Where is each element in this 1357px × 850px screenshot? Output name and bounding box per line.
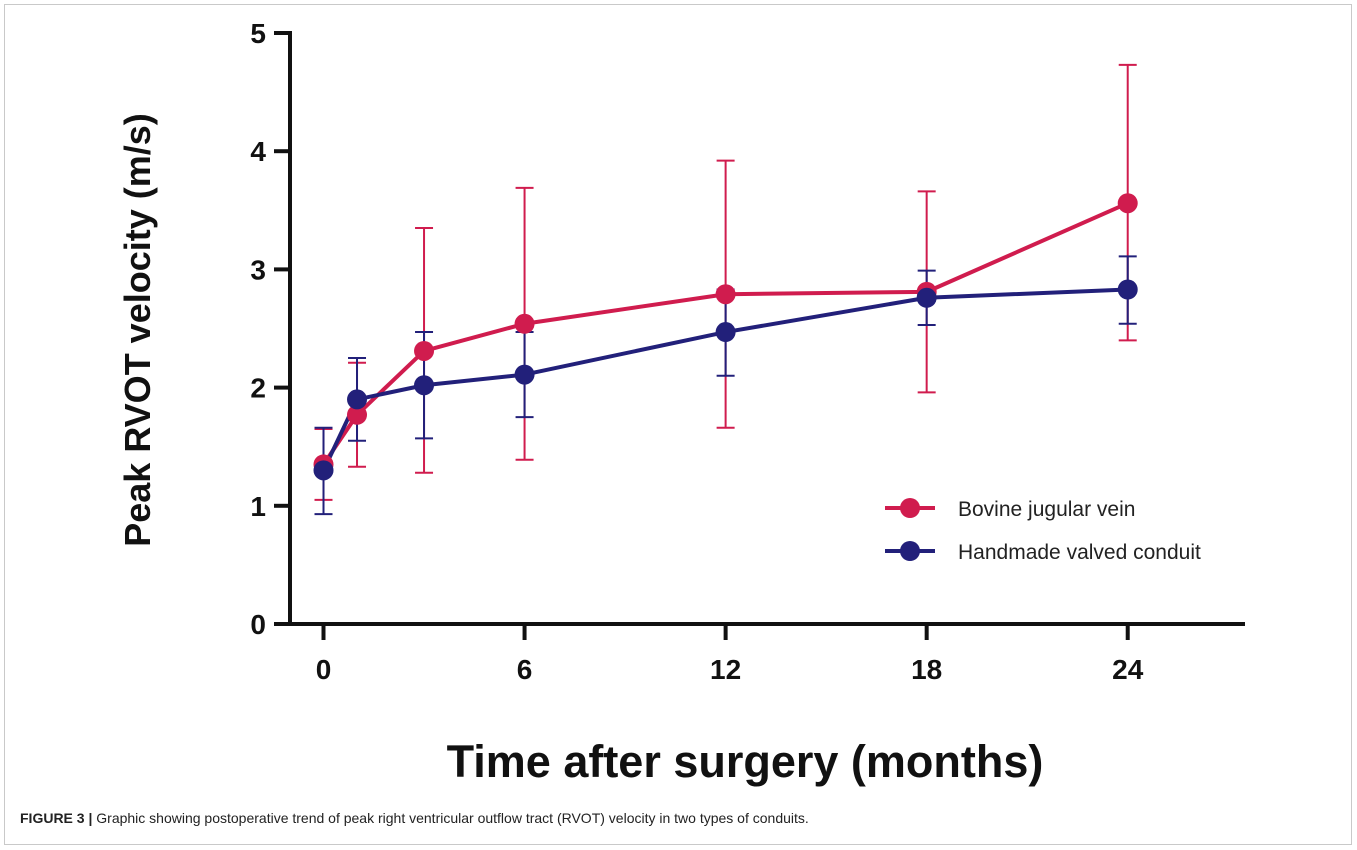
legend-entry: Handmade valved conduit xyxy=(885,541,1201,564)
legend-label: Handmade valved conduit xyxy=(958,541,1201,564)
series-points xyxy=(313,193,1138,481)
y-tick-label: 1 xyxy=(250,491,266,522)
data-point xyxy=(347,389,368,410)
figure-caption: FIGURE 3 | Graphic showing postoperative… xyxy=(20,810,809,826)
data-point xyxy=(715,284,736,305)
legend-swatch-marker xyxy=(900,541,920,561)
x-tick-label: 6 xyxy=(517,654,533,685)
x-tick-label: 18 xyxy=(911,654,942,685)
x-axis-title: Time after surgery (months) xyxy=(447,736,1044,787)
y-tick-label: 4 xyxy=(250,136,266,167)
legend-label: Bovine jugular vein xyxy=(958,498,1135,521)
figure-frame xyxy=(4,4,1352,845)
data-point xyxy=(1117,193,1138,214)
data-point xyxy=(414,375,435,396)
figure-caption-text: Graphic showing postoperative trend of p… xyxy=(92,810,809,826)
y-axis-title: Peak RVOT velocity (m/s) xyxy=(117,113,158,547)
data-point xyxy=(1117,279,1138,300)
x-tick-label: 0 xyxy=(316,654,332,685)
x-tick-label: 24 xyxy=(1112,654,1144,685)
data-point xyxy=(514,313,535,334)
data-point xyxy=(715,322,736,343)
data-point xyxy=(347,404,368,425)
y-tick-label: 0 xyxy=(250,609,266,640)
data-point xyxy=(313,460,334,481)
legend-swatch-marker xyxy=(900,498,920,518)
data-point xyxy=(916,287,937,308)
y-tick-label: 2 xyxy=(250,373,266,404)
y-tick-label: 3 xyxy=(250,254,266,285)
data-point xyxy=(514,364,535,385)
legend-entry: Bovine jugular vein xyxy=(885,498,1135,521)
figure-label: FIGURE 3 | xyxy=(20,810,93,826)
y-tick-label: 5 xyxy=(250,18,266,49)
data-point xyxy=(414,340,435,361)
x-tick-label: 12 xyxy=(710,654,741,685)
legend: Bovine jugular vein Handmade valved condu… xyxy=(885,498,1201,564)
